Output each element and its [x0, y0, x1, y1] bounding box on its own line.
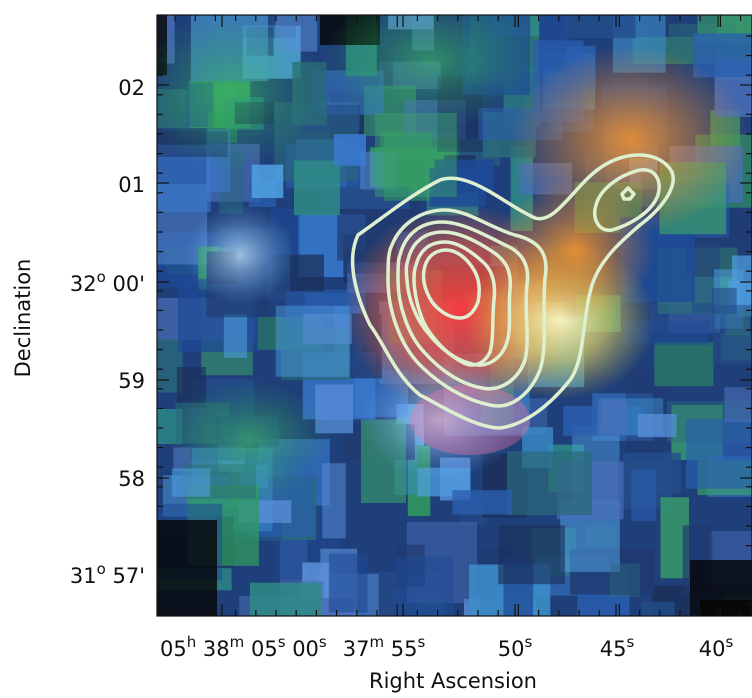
plot-frame: [156, 14, 752, 617]
y-tick-label: 02: [118, 76, 145, 100]
y-tick-label: 59: [118, 369, 145, 393]
image-tile: [294, 160, 340, 216]
x-tick-label: 40s: [699, 633, 734, 661]
image-tile: [654, 342, 714, 387]
contour-level-4: [404, 230, 513, 367]
green-glow: [170, 380, 330, 500]
image-tile: [394, 556, 454, 616]
image-tile: [498, 525, 565, 585]
image-tile: [686, 418, 752, 489]
image-tile: [333, 134, 366, 166]
image-tile: [452, 490, 512, 515]
contour-secondary-inner: [620, 186, 636, 201]
blue-white-glow: [360, 360, 520, 480]
y-tick-labels: 02 01 32o 00' 59 58 31o 57': [70, 76, 145, 588]
image-tile: [566, 15, 636, 39]
x-tick-label: 50s: [498, 633, 533, 661]
contour-level-2: [386, 208, 548, 408]
image-tile: [250, 582, 322, 616]
yellow-emission: [495, 180, 655, 320]
y-tick-label: 01: [118, 173, 145, 197]
image-tile: [652, 585, 692, 616]
image-tile: [609, 563, 641, 598]
contour-level-5: [412, 240, 497, 367]
y-tick-label: 31o 57': [70, 560, 145, 588]
image-tile: [724, 387, 752, 423]
image-tile: [712, 304, 752, 364]
contour-level-3: [396, 220, 530, 391]
blue-white-glow: [185, 205, 295, 305]
x-tick-label: 45s: [600, 633, 635, 661]
image-tile: [637, 414, 677, 438]
y-tick-label: 58: [118, 467, 145, 491]
contour-outer: [350, 153, 675, 430]
x-tick-label: 05h 38m 05s 00s: [160, 633, 327, 661]
image-tile: [328, 553, 368, 613]
y-tick-label: 32o 00': [70, 268, 145, 296]
image-tile: [429, 167, 486, 207]
tick-marks: [157, 15, 752, 616]
x-tick-labels: 05h 38m 05s 00s 37m 55s 50s 45s 40s: [160, 633, 733, 661]
image-tile: [303, 314, 352, 344]
plot-border: [156, 14, 752, 617]
image-tile: [223, 314, 248, 358]
image-tile: [597, 399, 627, 435]
image-tile: [322, 463, 346, 539]
x-axis-label: Right Ascension: [369, 669, 537, 693]
green-glow: [157, 15, 320, 170]
image-tile: [251, 164, 284, 198]
x-tick-label: 37m 55s: [343, 633, 426, 661]
image-tile: [157, 520, 217, 616]
image-tile: [631, 469, 657, 521]
contour-lines: [350, 153, 675, 430]
image-tile: [642, 601, 675, 616]
false-color-image: [157, 15, 752, 616]
contour-secondary-outer: [593, 168, 661, 232]
image-tile: [507, 451, 593, 516]
contour-level-6: [421, 248, 481, 320]
green-glow: [320, 15, 540, 130]
y-axis-label: Declination: [11, 259, 35, 378]
